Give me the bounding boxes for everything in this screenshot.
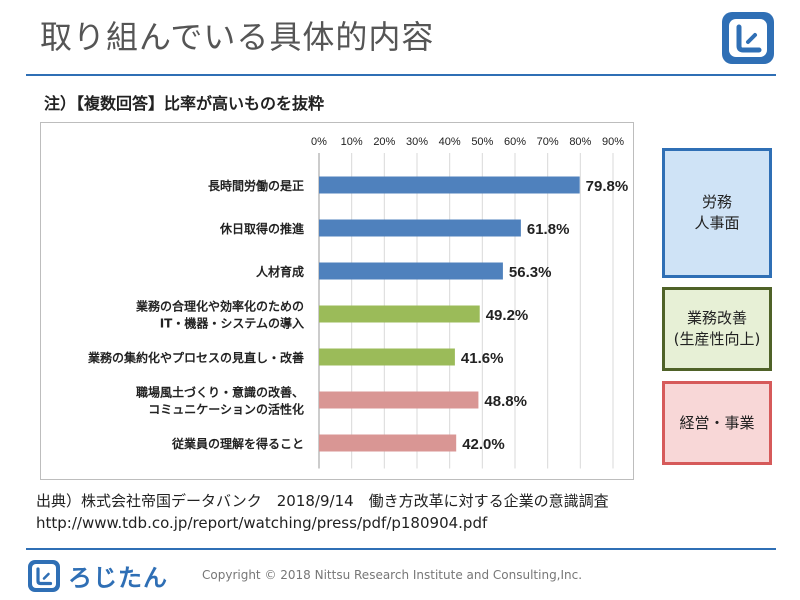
- x-tick-label: 10%: [341, 136, 363, 148]
- source-text: 出典）株式会社帝国データバンク 2018/9/14 働き方改革に対する企業の意識…: [36, 492, 609, 510]
- x-tick-label: 80%: [569, 136, 591, 148]
- category-box-business-improvement: 業務改善 (生産性向上): [662, 287, 772, 371]
- data-label: 61.8%: [527, 221, 570, 238]
- x-tick-label: 30%: [406, 136, 428, 148]
- brand-name: ろじたん: [68, 564, 168, 592]
- x-tick-label: 50%: [471, 136, 493, 148]
- logo-icon: [722, 12, 774, 64]
- data-label: 48.8%: [484, 393, 527, 410]
- category-label: 職場風土づくり・意識の改善、: [136, 385, 304, 400]
- bar: [319, 176, 580, 194]
- copyright-text: Copyright © 2018 Nittsu Research Institu…: [202, 568, 583, 582]
- bar: [319, 305, 480, 323]
- header-divider: [26, 74, 776, 76]
- brand-mark-icon: [28, 559, 60, 592]
- page-title: 取り組んでいる具体的内容: [40, 18, 435, 56]
- category-label: 長時間労働の是正: [208, 178, 304, 193]
- x-tick-label: 20%: [373, 136, 395, 148]
- x-tick-label: 90%: [602, 136, 624, 148]
- category-box-management: 経営・事業: [662, 381, 772, 465]
- bar: [319, 434, 457, 452]
- chart-note: 注）【複数回答】比率が高いものを抜粋: [44, 94, 325, 113]
- bar: [319, 348, 455, 366]
- data-label: 56.3%: [509, 264, 552, 281]
- category-label: 業務の集約化やプロセスの見直し・改善: [87, 350, 304, 365]
- bar: [319, 262, 503, 280]
- x-tick-label: 60%: [504, 136, 526, 148]
- x-tick-label: 0%: [311, 136, 327, 148]
- footer-brand: ろじたん: [28, 558, 168, 593]
- category-label: IT・機器・システムの導入: [160, 316, 304, 331]
- bar-chart: 0% 10% 20% 30% 40% 50% 60% 70% 80% 90% 79.8% 長時間労働の…: [40, 122, 634, 480]
- data-label: 49.2%: [486, 307, 529, 324]
- footer-divider: [26, 548, 776, 550]
- x-tick-label: 40%: [439, 136, 461, 148]
- category-label: 休日取得の推進: [219, 221, 305, 236]
- x-tick-label: 70%: [537, 136, 559, 148]
- source-url: http://www.tdb.co.jp/report/watching/pre…: [36, 514, 488, 532]
- bar: [319, 219, 521, 237]
- data-label: 41.6%: [461, 350, 504, 367]
- category-label: コミュニケーションの活性化: [148, 402, 304, 417]
- data-label: 42.0%: [462, 436, 505, 453]
- source-citation: 出典）株式会社帝国データバンク 2018/9/14 働き方改革に対する企業の意識…: [36, 490, 609, 534]
- category-label: 業務の合理化や効率化のための: [135, 299, 304, 314]
- data-label: 79.8%: [586, 178, 629, 195]
- category-box-hr: 労務 人事面: [662, 148, 772, 278]
- category-label: 従業員の理解を得ること: [171, 436, 304, 451]
- bar: [319, 391, 479, 409]
- category-label: 人材育成: [256, 264, 304, 279]
- chart-canvas: 0% 10% 20% 30% 40% 50% 60% 70% 80% 90% 79.8% 長時間労働の…: [87, 136, 629, 469]
